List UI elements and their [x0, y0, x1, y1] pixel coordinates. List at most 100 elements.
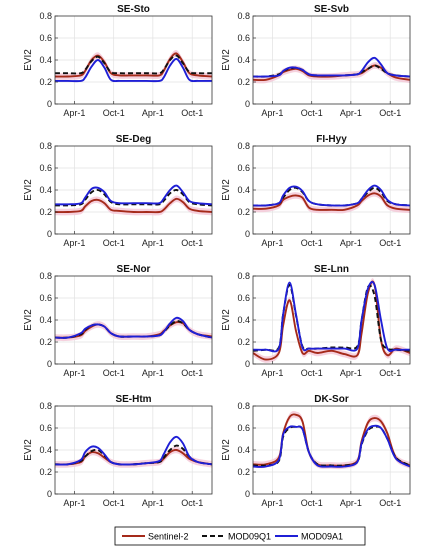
x-tick-label: Oct-1	[181, 108, 203, 118]
panel-title: SE-Svb	[314, 4, 349, 15]
series-line-mod09q1	[55, 188, 212, 207]
panel-se-sto: 0 0.2 0.4 0.6 0.8 Apr-1 Oct-1 Apr-1 Oct-1 EVI2 SE-…	[23, 4, 213, 118]
x-tick-label: Apr-1	[142, 368, 164, 378]
x-tick-label: Apr-1	[63, 238, 85, 248]
y-axis-label: EVI2	[221, 49, 232, 71]
panel-dk-sor: 0 0.2 0.4 0.6 0.8 Apr-1 Oct-1 Apr-1 Oct-1 EVI2 DK-…	[221, 394, 411, 508]
y-tick-label: 0.2	[237, 77, 250, 87]
panel-title: FI-Hyy	[316, 134, 347, 145]
y-tick-label: 0.4	[39, 185, 52, 195]
panel-title: SE-Sto	[117, 4, 150, 15]
x-tick-label: Apr-1	[340, 108, 362, 118]
y-tick-label: 0.4	[39, 315, 52, 325]
y-tick-label: 0	[245, 99, 250, 109]
panel-se-deg: 0 0.2 0.4 0.6 0.8 Apr-1 Oct-1 Apr-1 Oct-1 EVI2 SE-…	[23, 134, 213, 248]
x-tick-label: Apr-1	[63, 498, 85, 508]
panel-se-svb: 0 0.2 0.4 0.6 0.8 Apr-1 Oct-1 Apr-1 Oct-1 EVI2 SE-…	[221, 4, 411, 118]
y-tick-label: 0.6	[39, 163, 52, 173]
x-tick-label: Oct-1	[103, 368, 125, 378]
x-tick-label: Oct-1	[379, 498, 401, 508]
y-tick-label: 0	[47, 489, 52, 499]
series-line-mod09a1	[55, 316, 212, 339]
x-tick-label: Apr-1	[63, 368, 85, 378]
legend-label-sentinel-2: Sentinel-2	[148, 532, 189, 542]
x-tick-label: Oct-1	[181, 368, 203, 378]
x-tick-label: Apr-1	[261, 238, 283, 248]
legend: Sentinel-2 MOD09Q1 MOD09A1	[114, 526, 366, 546]
y-tick-label: 0.2	[237, 337, 250, 347]
panel-title: DK-Sor	[314, 394, 349, 405]
y-axis-label: EVI2	[221, 439, 232, 461]
panel-se-lnn: 0 0.2 0.4 0.6 0.8 Apr-1 Oct-1 Apr-1 Oct-1 EVI2 SE-…	[221, 264, 411, 378]
y-tick-label: 0.2	[237, 467, 250, 477]
y-tick-label: 0.8	[39, 11, 52, 21]
series-line-sentinel-2	[55, 197, 212, 214]
y-tick-label: 0.4	[39, 55, 52, 65]
series-line-mod09a1	[253, 56, 410, 78]
y-tick-label: 0.8	[237, 141, 250, 151]
y-tick-label: 0	[245, 229, 250, 239]
y-tick-label: 0	[47, 359, 52, 369]
x-tick-label: Apr-1	[261, 368, 283, 378]
y-axis-label: EVI2	[23, 309, 34, 331]
panel-se-htm: 0 0.2 0.4 0.6 0.8 Apr-1 Oct-1 Apr-1 Oct-1 EVI2 SE-…	[23, 394, 213, 508]
series-line-mod09a1	[253, 184, 410, 207]
series-line-mod09a1	[55, 435, 212, 466]
series-line-sentinel-2	[253, 192, 410, 212]
x-tick-label: Apr-1	[261, 108, 283, 118]
y-tick-label: 0	[47, 99, 52, 109]
y-tick-label: 0.8	[237, 401, 250, 411]
y-axis-label: EVI2	[221, 309, 232, 331]
y-axis-label: EVI2	[23, 439, 34, 461]
series-line-mod09a1	[253, 424, 410, 468]
x-tick-label: Oct-1	[301, 238, 323, 248]
y-tick-label: 0.6	[237, 163, 250, 173]
series-line-mod09a1	[55, 57, 212, 83]
y-tick-label: 0.4	[39, 445, 52, 455]
x-tick-label: Oct-1	[181, 498, 203, 508]
y-tick-label: 0.6	[237, 33, 250, 43]
series-line-mod09a1	[253, 281, 410, 353]
y-tick-label: 0.8	[237, 271, 250, 281]
panel-title: SE-Deg	[116, 134, 152, 145]
y-tick-label: 0.6	[237, 293, 250, 303]
y-tick-label: 0	[245, 359, 250, 369]
x-tick-label: Apr-1	[261, 498, 283, 508]
x-tick-label: Apr-1	[340, 368, 362, 378]
y-tick-label: 0	[245, 489, 250, 499]
series-line-mod09a1	[55, 184, 212, 206]
y-tick-label: 0.6	[39, 423, 52, 433]
y-axis-label: EVI2	[23, 179, 34, 201]
x-tick-label: Oct-1	[301, 368, 323, 378]
x-tick-label: Apr-1	[340, 498, 362, 508]
x-tick-label: Oct-1	[379, 108, 401, 118]
x-tick-label: Apr-1	[142, 108, 164, 118]
y-tick-label: 0.4	[237, 445, 250, 455]
y-tick-label: 0	[47, 229, 52, 239]
panel-title: SE-Nor	[117, 264, 151, 275]
y-tick-label: 0.6	[237, 423, 250, 433]
series-line-mod09q1	[55, 54, 212, 75]
x-tick-label: Apr-1	[142, 498, 164, 508]
panel-title: SE-Htm	[115, 394, 151, 405]
legend-label-mod09a1: MOD09A1	[301, 532, 343, 542]
panel-title: SE-Lnn	[314, 264, 349, 275]
x-tick-label: Apr-1	[340, 238, 362, 248]
y-tick-label: 0.4	[237, 315, 250, 325]
x-tick-label: Apr-1	[142, 238, 164, 248]
legend-box	[114, 526, 366, 546]
y-tick-label: 0.2	[39, 207, 52, 217]
legend-label-mod09q1: MOD09Q1	[228, 532, 271, 542]
y-tick-label: 0.8	[39, 141, 52, 151]
panels-layer: 0 0.2 0.4 0.6 0.8 Apr-1 Oct-1 Apr-1 Oct-1 EVI2 SE-…	[23, 4, 411, 508]
y-tick-label: 0.6	[39, 293, 52, 303]
y-tick-label: 0.2	[39, 467, 52, 477]
x-tick-label: Oct-1	[103, 498, 125, 508]
y-tick-label: 0.8	[39, 401, 52, 411]
y-tick-label: 0.8	[39, 271, 52, 281]
x-tick-label: Apr-1	[63, 108, 85, 118]
y-axis-label: EVI2	[23, 49, 34, 71]
x-tick-label: Oct-1	[181, 238, 203, 248]
x-tick-label: Oct-1	[379, 368, 401, 378]
